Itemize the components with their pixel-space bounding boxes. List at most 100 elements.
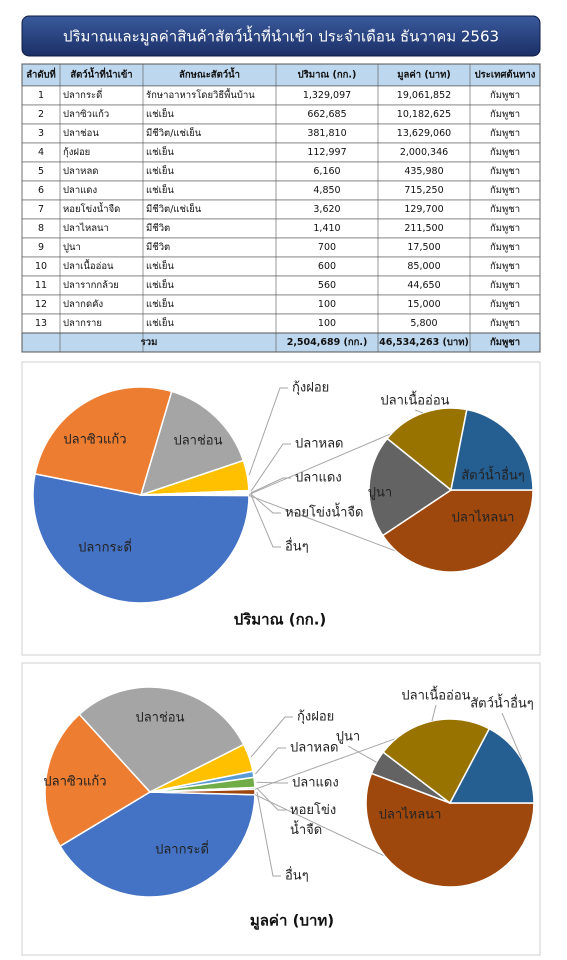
- table-cell: กัมพูชา: [490, 261, 520, 272]
- slice-label: ปลาแดง: [295, 471, 342, 486]
- slice-label: หอยโข่งน้ำจืด: [285, 503, 363, 521]
- table-cell: กัมพูชา: [490, 147, 520, 158]
- slice-label: ปลากระดี่: [78, 539, 132, 556]
- table-cell: กัมพูชา: [490, 90, 520, 101]
- title-banner: [21, 15, 541, 57]
- slice-label: ปลาไหลนา: [379, 807, 442, 823]
- table-cell: 2,000,346: [400, 147, 448, 158]
- table-cell: กัมพูชา: [490, 204, 520, 215]
- slice-label: ปลาแดง: [292, 776, 339, 791]
- table-header-cell: สัตว์น้ำที่นำเข้า: [70, 67, 132, 81]
- table-cell: 211,500: [404, 223, 443, 234]
- leader-line: [414, 409, 424, 414]
- slice-label: อื่นๆ: [285, 538, 309, 555]
- pie-slice: [34, 386, 173, 496]
- table-row-bg: [21, 142, 541, 163]
- table-cell: ปลารากกล้วย: [63, 280, 119, 291]
- table-cell: 19,061,852: [397, 90, 451, 101]
- table-cell: มีชีวิต: [146, 222, 170, 234]
- secondary-slice: [365, 772, 535, 888]
- leader-line: [256, 791, 281, 877]
- table-cell: แช่เย็น: [146, 297, 174, 310]
- table-cell: 1,329,097: [303, 90, 351, 101]
- table-cell: ปลาแดง: [63, 185, 97, 196]
- slice-label: สัตว์น้ำอื่นๆ: [461, 466, 525, 484]
- leader-line: [255, 747, 286, 775]
- table-header-cell: ลำดับที่: [26, 67, 56, 81]
- leader-line: [256, 781, 288, 784]
- slice-label: ปลาช่อน: [135, 711, 184, 726]
- page-title: ปริมาณและมูลค่าสินค้าสัตว์น้ำที่นำเข้า ป…: [63, 26, 499, 46]
- slice-label: อื่นๆ: [285, 867, 309, 884]
- table-cell: 700: [318, 242, 336, 253]
- table-cell: 15,000: [407, 299, 440, 310]
- slice-label: ปลากระดี่: [155, 841, 209, 858]
- leader-line: [347, 745, 377, 763]
- table-cell: แช่เย็น: [146, 107, 174, 120]
- table-header-cell: ปริมาณ (กก.): [298, 69, 357, 81]
- leader-line: [250, 494, 281, 548]
- table-cell: 85,000: [407, 261, 440, 272]
- leader-line: [250, 477, 291, 494]
- table-cell: ปลาไหลนา: [63, 222, 109, 234]
- table-row-bg: [21, 161, 541, 182]
- slice-label: ปลาเนื้ออ่อน: [401, 686, 470, 704]
- table-cell: กัมพูชา: [490, 223, 520, 234]
- table-cell: กัมพูชา: [490, 299, 520, 310]
- slice-label: ปลาหลด: [295, 437, 344, 452]
- table-cell: 8: [38, 223, 44, 234]
- table-cell: กัมพูชา: [490, 128, 520, 139]
- table-cell: มีชีวิต/แช่เย็น: [146, 202, 202, 215]
- table-cell: กัมพูชา: [490, 280, 520, 291]
- table-row-bg: [21, 123, 541, 144]
- slice-label: ปลาช่อน: [173, 434, 222, 449]
- table-cell: ปลากราย: [63, 318, 102, 329]
- table-total-cell: รวม: [141, 337, 158, 348]
- table-cell: 7: [38, 204, 44, 215]
- table-total-cell: 46,534,263 (บาท): [379, 337, 469, 348]
- table-cell: 3,620: [313, 204, 340, 215]
- slice-label: ปลาซิวแก้ว: [63, 433, 126, 448]
- leader-line: [501, 712, 523, 760]
- table-cell: 13: [35, 318, 47, 329]
- table-cell: 10,182,625: [397, 109, 451, 120]
- table-cell: 44,650: [407, 280, 440, 291]
- table-total-cell: กัมพูชา: [490, 337, 520, 349]
- table-header-cell: มูลค่า (บาท): [397, 70, 450, 82]
- table-cell: แช่เย็น: [146, 259, 174, 272]
- table-cell: 13,629,060: [397, 128, 451, 139]
- table-cell: ปลากดคัง: [63, 299, 103, 310]
- table-total-cell: 2,504,689 (กก.): [287, 337, 368, 348]
- table-cell: กุ้งฝอย: [63, 147, 90, 158]
- secondary-slice: [450, 408, 534, 491]
- table-cell: มีชีวิต/แช่เย็น: [146, 126, 202, 139]
- table-row-bg: [21, 180, 541, 201]
- table-cell: 100: [318, 299, 336, 310]
- slice-label: ปลาหลด: [290, 741, 339, 756]
- table-cell: 600: [318, 261, 336, 272]
- table-cell: 100: [318, 318, 336, 329]
- table-cell: 662,685: [307, 109, 346, 120]
- table-cell: 2: [38, 109, 44, 120]
- table-cell: 5,800: [410, 318, 437, 329]
- table-row-bg: [21, 237, 541, 258]
- slice-label: ปลาไหลนา: [452, 510, 515, 526]
- table-cell: ปลาเนื้ออ่อน: [63, 259, 114, 272]
- leader-line: [431, 704, 437, 722]
- table-header-cell: ประเทศต้นทาง: [475, 69, 536, 81]
- leader-line: [250, 716, 293, 758]
- table-cell: แช่เย็น: [146, 145, 174, 158]
- slice-label: กุ้งฝอย: [297, 710, 334, 725]
- table-cell: 1: [38, 90, 44, 101]
- table-cell: หอยโข่งน้ำจืด: [63, 202, 120, 215]
- table-cell: ปลาช่อน: [63, 128, 99, 139]
- table-cell: กัมพูชา: [490, 242, 520, 253]
- chart-title: ปริมาณ (กก.): [234, 611, 327, 629]
- slice-label: ปูนา: [336, 730, 360, 745]
- table-header-cell: ลักษณะสัตว์น้ำ: [179, 67, 240, 81]
- table-cell: 10: [35, 261, 47, 272]
- slice-label: ปลาเนื้ออ่อน: [380, 391, 449, 409]
- table-cell: 3: [38, 128, 44, 139]
- secondary-slice: [368, 437, 453, 537]
